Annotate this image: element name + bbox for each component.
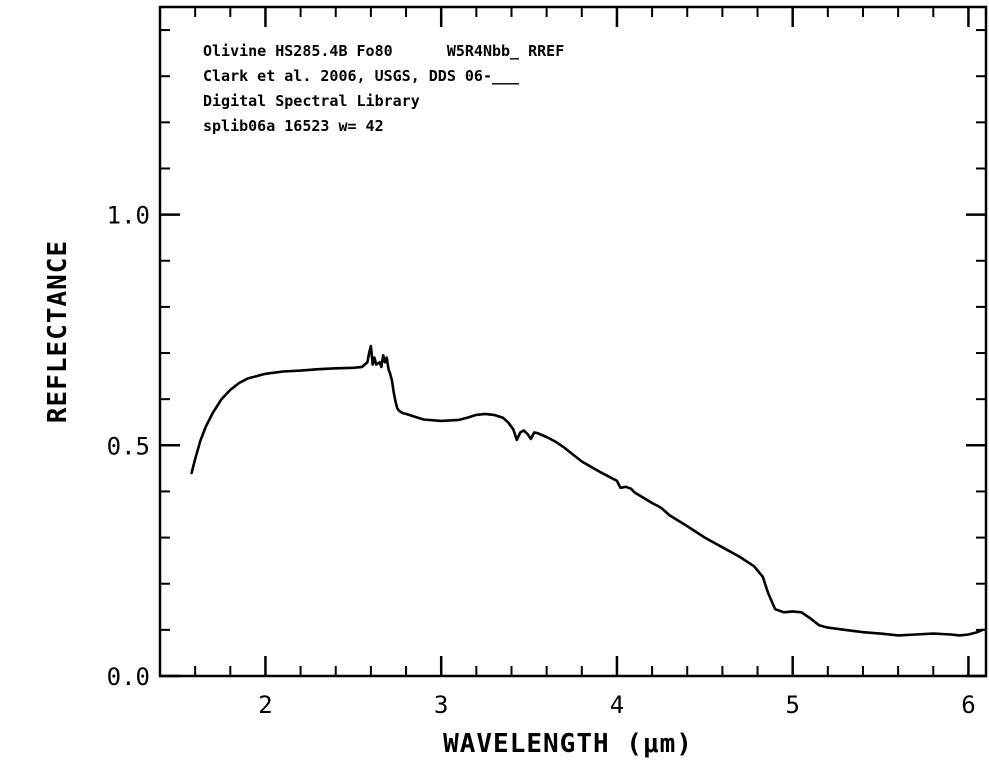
annotation-line: splib06a 16523 w= 42: [203, 117, 384, 135]
x-tick-label: 6: [961, 691, 975, 719]
x-tick-label: 3: [434, 691, 448, 719]
x-tick-label: 2: [258, 691, 272, 719]
x-axis-ticks: 2 3 4 5 6: [258, 7, 976, 719]
annotation-line: Clark et al. 2006, USGS, DDS 06-___: [203, 67, 520, 85]
annotation-line: Olivine HS285.4B Fo80 W5R4Nbb_ RREF: [203, 42, 564, 60]
annotation-block: Olivine HS285.4B Fo80 W5R4Nbb_ RREF Clark…: [203, 42, 564, 135]
y-axis-ticks: 0.0 0.5 1.0: [107, 202, 986, 691]
x-tick-label: 4: [610, 691, 624, 719]
y-tick-label: 0.0: [107, 663, 150, 691]
y-tick-label: 0.5: [107, 432, 150, 460]
annotation-line: Digital Spectral Library: [203, 92, 420, 110]
x-axis-label: WAVELENGTH (μm): [443, 729, 693, 759]
series-group: [190, 344, 984, 637]
spectrum-line: [190, 344, 984, 637]
x-tick-label: 5: [785, 691, 799, 719]
plot-frame: [158, 5, 988, 678]
y-axis-label: REFLECTANCE: [43, 240, 73, 423]
y-tick-label: 1.0: [107, 202, 150, 230]
y-minor-ticks: [160, 29, 986, 631]
